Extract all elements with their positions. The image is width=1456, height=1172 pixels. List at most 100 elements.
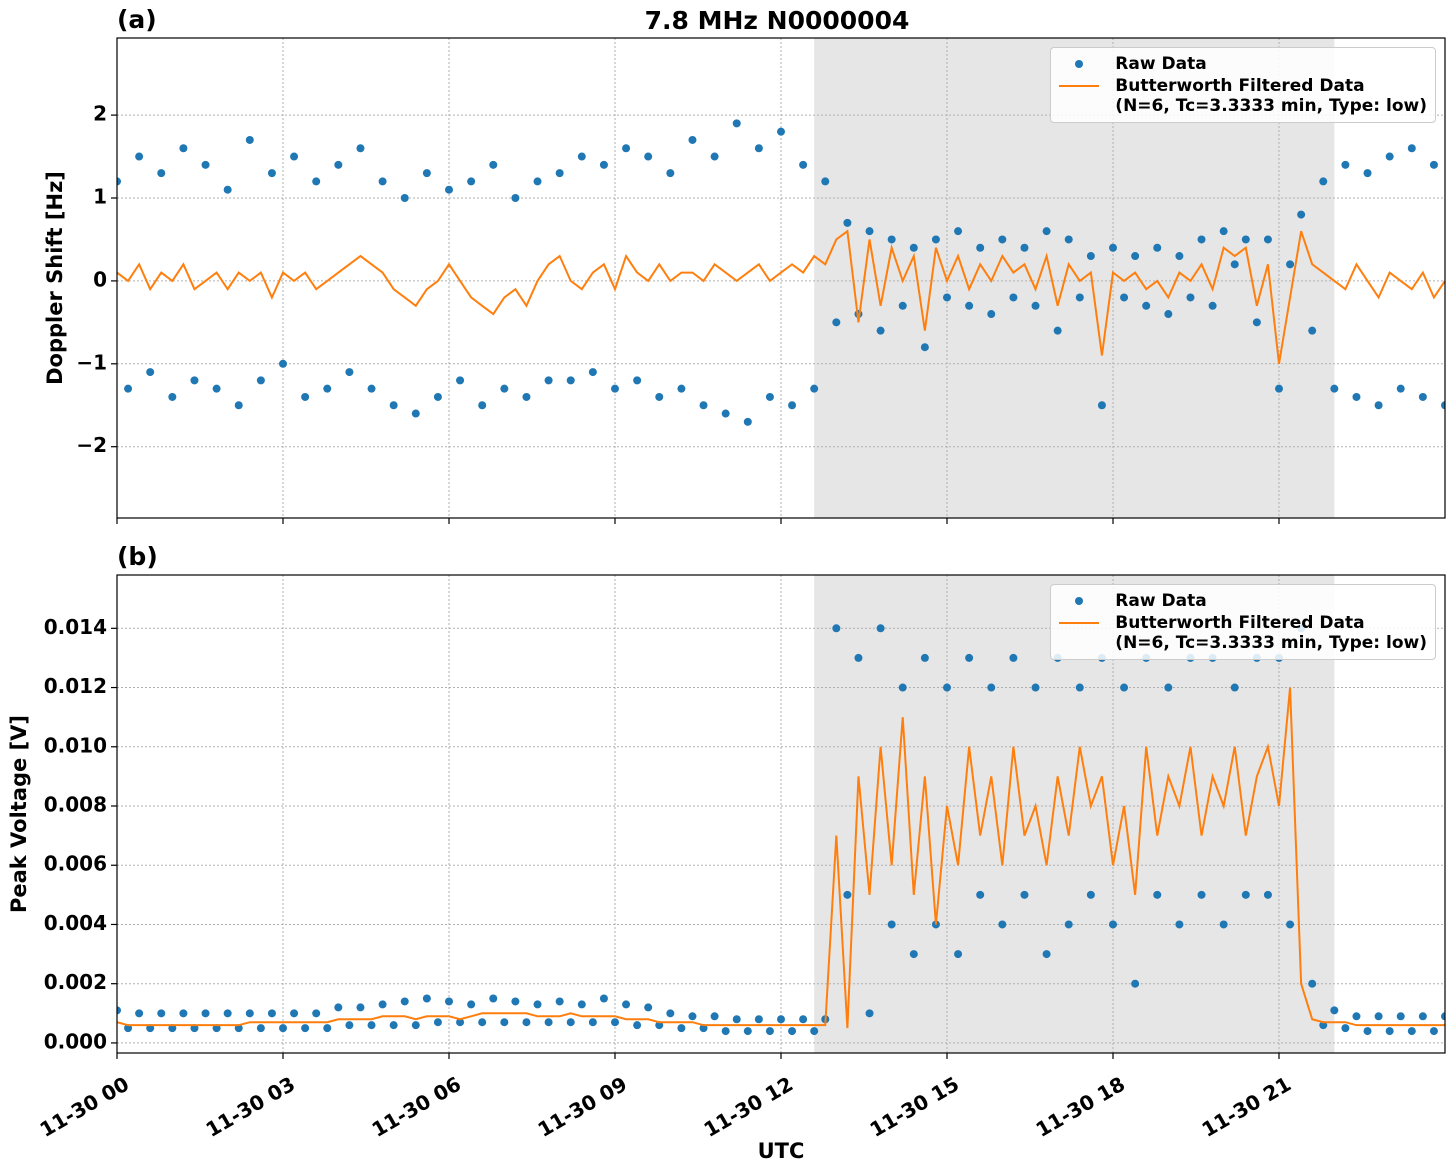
raw-point bbox=[954, 950, 963, 959]
raw-point bbox=[1075, 293, 1084, 302]
x-tick-label: 11-30 06 bbox=[368, 1072, 466, 1142]
raw-point bbox=[323, 384, 332, 393]
y-tick-label: −1 bbox=[76, 350, 107, 374]
raw-point bbox=[699, 401, 708, 410]
raw-point bbox=[522, 1018, 531, 1027]
filtered-line bbox=[117, 687, 1445, 1029]
raw-point bbox=[976, 890, 985, 899]
raw-point bbox=[622, 1000, 631, 1009]
raw-point bbox=[1219, 227, 1228, 236]
raw-point bbox=[810, 1027, 819, 1036]
raw-point bbox=[765, 392, 774, 401]
raw-point bbox=[998, 235, 1007, 244]
raw-point bbox=[688, 1012, 697, 1021]
raw-point bbox=[865, 1009, 874, 1018]
y-tick-label: 0.012 bbox=[44, 674, 107, 698]
raw-point bbox=[1020, 890, 1029, 899]
raw-point bbox=[1120, 293, 1129, 302]
raw-point bbox=[533, 177, 542, 186]
raw-point bbox=[478, 401, 487, 410]
raw-point bbox=[290, 1009, 299, 1018]
raw-point bbox=[843, 218, 852, 227]
legend-item: Raw Data bbox=[1059, 591, 1427, 611]
raw-point bbox=[843, 890, 852, 899]
raw-point bbox=[312, 1009, 321, 1018]
raw-point bbox=[754, 144, 763, 153]
raw-point bbox=[456, 1018, 465, 1027]
x-tick-label: 11-30 12 bbox=[700, 1072, 798, 1142]
raw-point bbox=[943, 683, 951, 692]
y-axis-label: Peak Voltage [V] bbox=[7, 715, 31, 913]
raw-point bbox=[1164, 683, 1173, 692]
raw-point bbox=[533, 1000, 542, 1009]
raw-point bbox=[511, 194, 520, 202]
raw-point bbox=[1429, 1027, 1438, 1036]
raw-point bbox=[754, 1015, 763, 1024]
raw-point bbox=[256, 376, 265, 385]
raw-point bbox=[157, 1009, 166, 1018]
raw-point bbox=[1396, 384, 1405, 393]
x-tick-label: 11-30 09 bbox=[534, 1072, 632, 1142]
raw-point bbox=[157, 169, 166, 178]
raw-point bbox=[1352, 392, 1361, 401]
raw-point bbox=[555, 997, 564, 1006]
axes-frame bbox=[116, 37, 1446, 519]
raw-point bbox=[588, 1018, 597, 1027]
raw-point bbox=[743, 1027, 752, 1036]
raw-point bbox=[622, 144, 631, 153]
raw-point bbox=[135, 1009, 144, 1018]
legend-item: Butterworth Filtered Data (N=6, Tc=3.333… bbox=[1059, 76, 1427, 116]
raw-point bbox=[212, 384, 221, 393]
raw-point bbox=[1441, 401, 1445, 410]
y-tick-label: 0.006 bbox=[44, 852, 107, 876]
raw-point bbox=[799, 160, 808, 169]
raw-point bbox=[887, 920, 896, 929]
raw-point bbox=[168, 392, 177, 401]
raw-point bbox=[788, 1027, 797, 1036]
raw-point bbox=[400, 194, 409, 202]
x-tick-label: 11-30 03 bbox=[202, 1072, 300, 1142]
legend-marker bbox=[1059, 85, 1100, 87]
raw-point bbox=[1407, 1027, 1416, 1036]
raw-point bbox=[954, 227, 963, 236]
raw-point bbox=[1142, 301, 1151, 310]
legend-key bbox=[1059, 591, 1099, 611]
raw-point bbox=[400, 997, 409, 1006]
raw-point bbox=[117, 177, 121, 186]
y-axis-label: Doppler Shift [Hz] bbox=[43, 171, 67, 385]
y-tick-label: 1 bbox=[93, 185, 107, 209]
raw-point bbox=[146, 368, 155, 377]
raw-point bbox=[721, 1027, 730, 1036]
raw-point bbox=[433, 1018, 442, 1027]
raw-point bbox=[511, 997, 520, 1006]
raw-point bbox=[1385, 152, 1394, 161]
raw-point bbox=[732, 119, 741, 128]
raw-point bbox=[1109, 243, 1117, 252]
raw-point bbox=[1230, 683, 1239, 692]
raw-point bbox=[1308, 326, 1317, 335]
raw-point bbox=[832, 318, 841, 327]
raw-point bbox=[788, 401, 797, 410]
y-tick-label: 2 bbox=[93, 102, 107, 126]
raw-point bbox=[378, 1000, 387, 1009]
raw-point bbox=[1175, 920, 1184, 929]
raw-point bbox=[389, 401, 398, 410]
raw-point bbox=[334, 1003, 343, 1012]
raw-point bbox=[345, 1021, 354, 1030]
raw-point bbox=[1286, 920, 1295, 929]
raw-point bbox=[666, 169, 675, 178]
raw-point bbox=[599, 994, 608, 1003]
legend-item: Raw Data bbox=[1059, 54, 1427, 74]
raw-point bbox=[1009, 653, 1018, 662]
raw-point bbox=[920, 343, 929, 352]
raw-point bbox=[190, 376, 199, 385]
legend-marker bbox=[1075, 60, 1084, 68]
raw-point bbox=[777, 1015, 785, 1024]
raw-point bbox=[201, 1009, 210, 1018]
raw-point bbox=[909, 950, 918, 959]
raw-point bbox=[965, 301, 974, 310]
raw-point bbox=[854, 653, 863, 662]
raw-point bbox=[279, 359, 287, 368]
raw-point bbox=[644, 152, 653, 161]
filtered-line bbox=[117, 229, 1445, 364]
